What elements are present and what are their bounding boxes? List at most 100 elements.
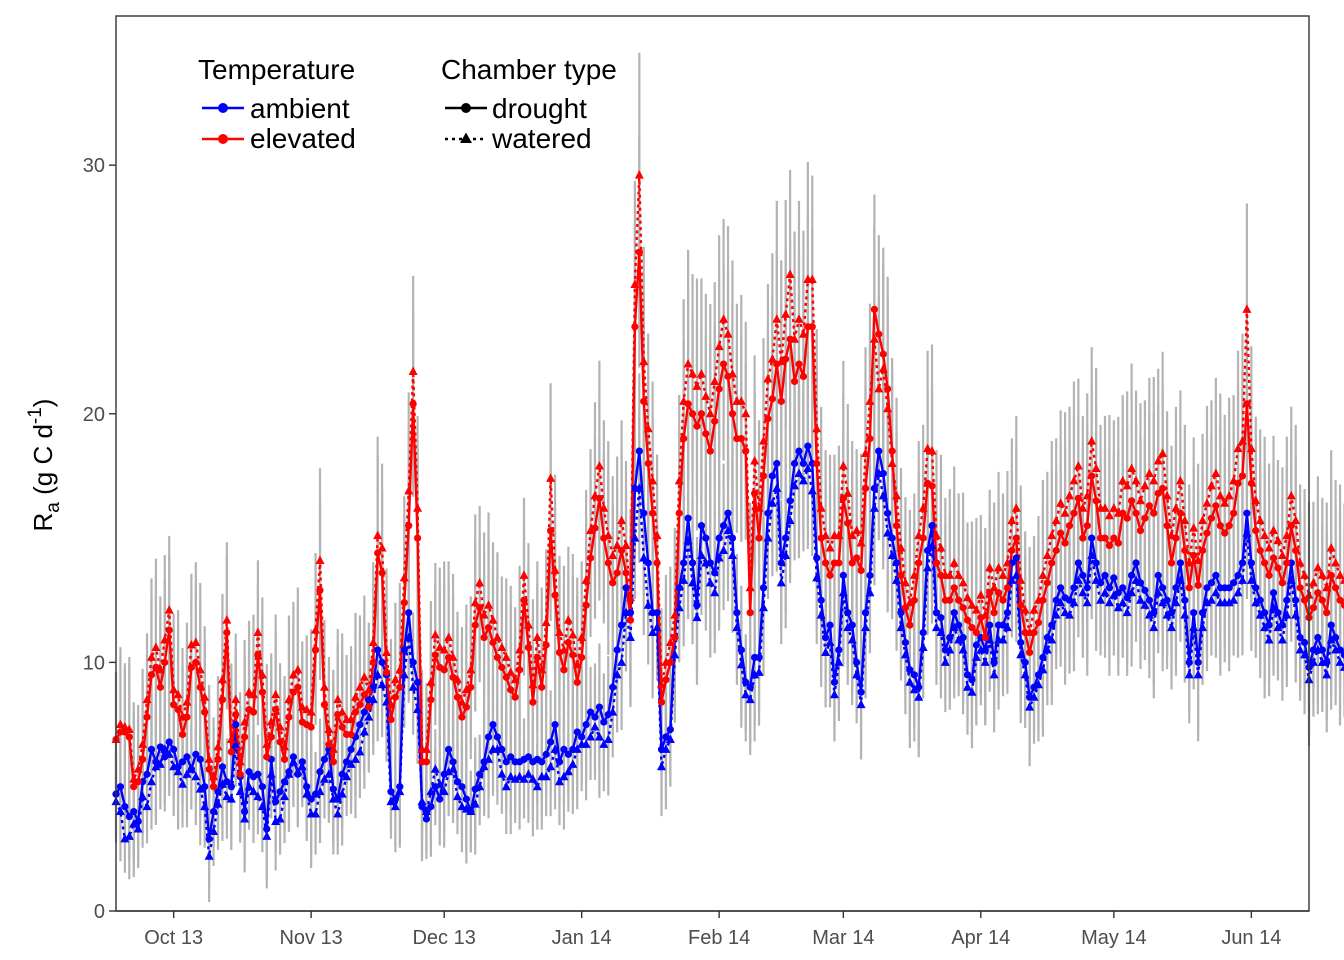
data-point-ambient-drought [910,671,918,679]
data-point-ambient-watered [328,794,338,803]
data-point-elevated-watered [515,644,525,654]
data-point-ambient-watered [581,739,591,748]
data-point-elevated-drought [1274,564,1282,572]
data-point-elevated-watered [896,543,906,552]
data-point-elevated-drought [320,701,329,709]
data-point-ambient-watered [457,801,467,811]
data-point-elevated-watered [679,396,689,405]
data-point-ambient-watered [1135,595,1145,604]
data-point-elevated-drought [1003,584,1012,592]
data-point-ambient-drought [768,472,776,480]
data-point-ambient-drought [799,459,808,468]
data-point-ambient-watered [1229,595,1239,604]
data-point-ambient-watered [781,550,791,559]
data-point-ambient-watered [1069,597,1079,607]
data-point-ambient-watered [1153,587,1163,597]
data-point-elevated-drought [1221,529,1229,537]
data-point-elevated-watered [173,689,183,699]
data-point-ambient-drought [453,778,462,786]
data-point-ambient-watered [337,789,347,798]
data-point-ambient-watered [271,816,281,825]
data-point-elevated-watered [253,627,263,637]
data-point-elevated-watered [350,692,360,701]
data-point-elevated-watered [736,396,746,405]
data-point-ambient-watered [461,804,471,813]
data-point-elevated-watered [945,570,955,579]
data-point-ambient-watered [1291,610,1301,619]
data-point-ambient-watered [275,814,285,823]
data-point-ambient-watered [701,557,711,567]
data-point-elevated-drought [542,641,550,649]
data-point-elevated-drought [826,571,834,579]
data-point-ambient-watered [164,749,174,758]
data-point-ambient-drought [777,559,785,567]
data-point-elevated-drought [888,447,896,455]
data-point-ambient-watered [634,483,644,492]
data-point-ambient-watered [1242,528,1252,537]
data-point-elevated-watered [1326,543,1336,552]
data-point-elevated-watered [235,756,245,766]
data-point-ambient-watered [204,851,214,860]
data-point-elevated-watered [723,329,733,338]
data-point-elevated-watered [869,334,879,343]
series-points-layer [111,170,1344,860]
data-point-ambient-watered [382,697,392,706]
data-point-ambient-watered [927,540,937,550]
data-point-elevated-drought [507,686,515,694]
data-point-elevated-watered [386,699,396,709]
data-point-elevated-watered [608,550,618,559]
data-point-elevated-drought [192,658,200,666]
data-point-elevated-watered [231,694,241,704]
data-point-ambient-drought [724,509,732,517]
data-point-elevated-watered [652,530,662,540]
data-point-ambient-watered [692,612,702,622]
data-point-ambient-drought [1203,584,1211,592]
data-point-elevated-watered [1109,503,1119,512]
data-point-elevated-watered [625,592,635,602]
data-point-elevated-watered [399,572,409,582]
data-point-ambient-drought [795,447,803,455]
data-point-elevated-drought [156,683,164,691]
x-tick-label: Jan 14 [552,927,612,949]
data-point-elevated-watered [1042,550,1052,559]
data-point-elevated-drought [1207,514,1216,522]
data-point-ambient-watered [1198,622,1208,632]
data-point-ambient-watered [1007,575,1017,584]
data-point-elevated-drought [1110,534,1118,542]
data-point-ambient-watered [1237,575,1247,584]
data-point-elevated-watered [226,734,236,743]
data-point-elevated-watered [727,369,737,378]
data-point-elevated-drought [680,435,688,443]
data-point-elevated-drought [325,740,333,749]
data-point-elevated-watered [985,562,995,572]
legend-temperature: Temperature ambient elevated [198,54,356,154]
data-point-ambient-watered [1158,597,1168,607]
data-point-ambient-drought [742,678,750,686]
data-point-elevated-watered [1246,443,1256,453]
data-point-elevated-watered [1113,508,1123,517]
data-point-ambient-watered [568,759,578,768]
data-point-ambient-watered [1020,669,1030,679]
data-point-ambient-drought [320,755,329,763]
data-point-ambient-drought [387,788,395,796]
data-point-elevated-watered [373,530,383,540]
data-point-elevated-watered [506,667,516,676]
data-point-ambient-watered [931,622,941,632]
data-point-elevated-watered [1104,510,1114,520]
data-point-elevated-watered [479,610,489,619]
data-point-ambient-drought [196,755,204,763]
data-point-elevated-watered [1171,503,1181,512]
data-point-elevated-watered [124,724,134,734]
data-point-ambient-watered [1078,587,1088,597]
data-point-elevated-watered [550,565,560,574]
data-point-elevated-drought [1154,489,1162,497]
data-point-elevated-watered [1282,530,1292,540]
legend-key-ambient: ambient [202,93,350,124]
data-point-elevated-watered [1025,627,1035,637]
data-point-elevated-drought [963,616,972,624]
data-point-elevated-watered [887,458,897,467]
data-point-ambient-watered [648,627,658,637]
data-point-ambient-drought [356,720,364,729]
data-point-elevated-drought [573,678,581,686]
data-point-elevated-drought [405,522,413,530]
